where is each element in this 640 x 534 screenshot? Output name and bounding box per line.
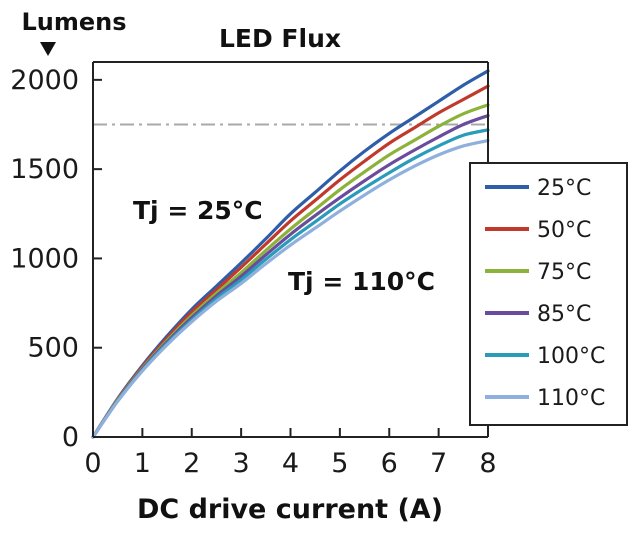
x-axis-label: DC drive current (A) bbox=[137, 494, 443, 525]
x-ticks-group: 0 1 2 3 4 5 6 7 8 bbox=[84, 428, 497, 479]
series-line-0 bbox=[91, 69, 490, 439]
series-line-5 bbox=[91, 138, 490, 439]
legend-label-2: 75°C bbox=[537, 260, 591, 285]
y-axis-arrow-icon bbox=[40, 42, 56, 56]
x-tick-label: 1 bbox=[134, 448, 151, 479]
y-ticks-group: 0 500 1000 1500 2000 bbox=[10, 65, 102, 453]
annotation-tj-25: Tj = 25°C bbox=[133, 196, 263, 225]
legend-label-5: 110°C bbox=[537, 386, 605, 411]
y-tick-label: 0 bbox=[62, 422, 79, 453]
legend-box bbox=[469, 162, 628, 426]
legend-label-1: 50°C bbox=[537, 218, 591, 243]
y-tick-label: 1500 bbox=[10, 154, 79, 185]
y-tick-label: 500 bbox=[27, 333, 79, 364]
chart-title: LED Flux bbox=[219, 24, 341, 53]
legend-label-4: 100°C bbox=[537, 344, 605, 369]
legend: 25°C 50°C 75°C 85°C 100°C 110°C bbox=[469, 162, 628, 426]
annotation-tj-110: Tj = 110°C bbox=[288, 267, 435, 296]
x-tick-label: 0 bbox=[84, 448, 101, 479]
x-tick-label: 3 bbox=[233, 448, 250, 479]
y-axis-label: Lumens bbox=[21, 8, 126, 36]
x-tick-label: 2 bbox=[183, 448, 200, 479]
legend-label-3: 85°C bbox=[537, 302, 591, 327]
y-tick-label: 2000 bbox=[10, 65, 79, 96]
x-tick-label: 6 bbox=[381, 448, 398, 479]
x-tick-label: 8 bbox=[479, 448, 496, 479]
series-line-1 bbox=[91, 84, 490, 439]
y-tick-label: 1000 bbox=[10, 243, 79, 274]
x-tick-label: 5 bbox=[331, 448, 348, 479]
legend-label-0: 25°C bbox=[537, 176, 591, 201]
x-tick-label: 7 bbox=[430, 448, 447, 479]
series-group bbox=[91, 69, 490, 439]
x-tick-label: 4 bbox=[282, 448, 299, 479]
